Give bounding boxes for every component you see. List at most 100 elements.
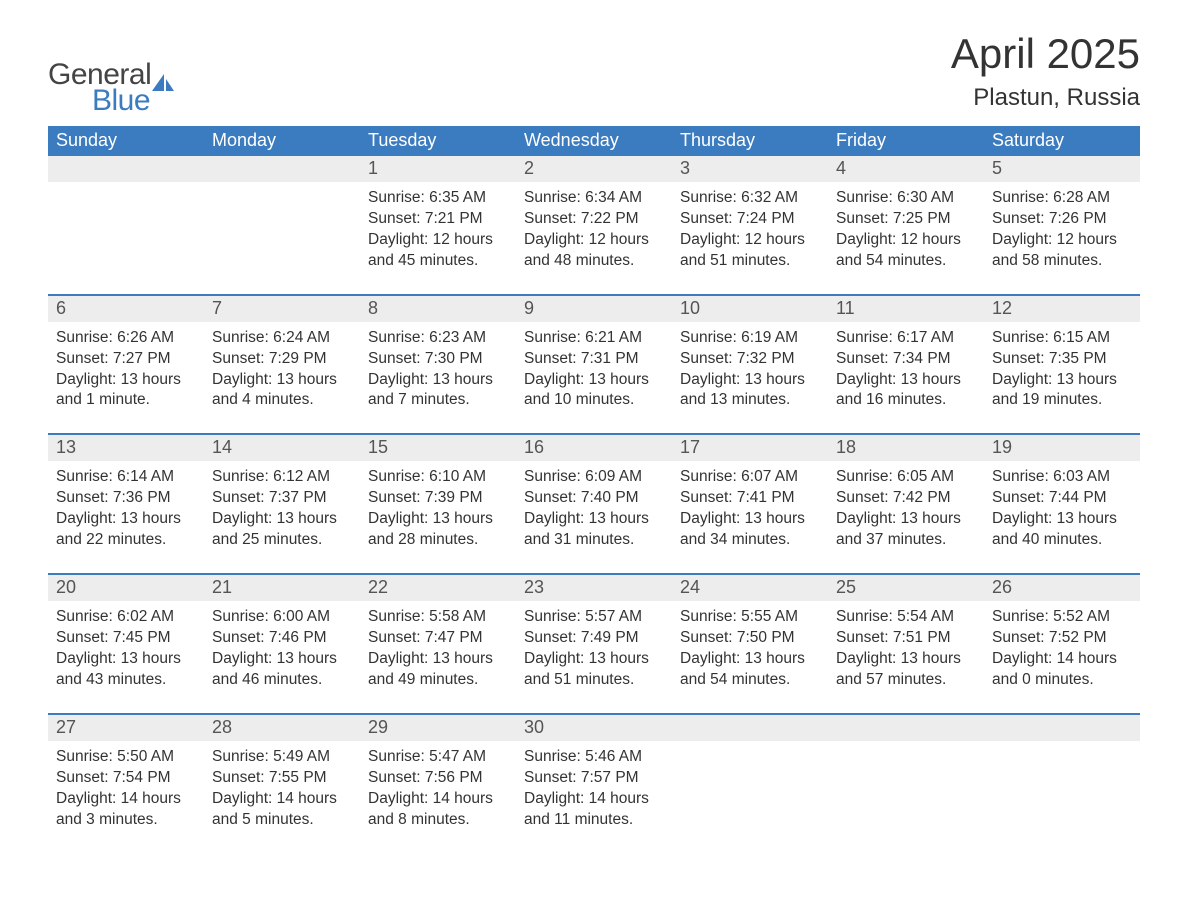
daynum-row: 20212223242526 xyxy=(48,575,1140,601)
daylight-text-line1: Daylight: 13 hours xyxy=(212,370,352,391)
weekday-tuesday: Tuesday xyxy=(360,126,516,156)
page-title: April 2025 xyxy=(951,30,1140,78)
day-cell: Sunrise: 5:58 AMSunset: 7:47 PMDaylight:… xyxy=(360,601,516,699)
daylight-text-line2: and 51 minutes. xyxy=(680,251,820,272)
daynum-row: 27282930 xyxy=(48,715,1140,741)
daynum-row: 12345 xyxy=(48,156,1140,182)
daylight-text-line2: and 49 minutes. xyxy=(368,670,508,691)
daylight-text-line1: Daylight: 13 hours xyxy=(680,370,820,391)
daylight-text-line2: and 10 minutes. xyxy=(524,390,664,411)
sunset-text: Sunset: 7:39 PM xyxy=(368,488,508,509)
sunrise-text: Sunrise: 5:57 AM xyxy=(524,607,664,628)
day-number: 23 xyxy=(516,575,672,601)
sunset-text: Sunset: 7:49 PM xyxy=(524,628,664,649)
day-number: 1 xyxy=(360,156,516,182)
daylight-text-line2: and 48 minutes. xyxy=(524,251,664,272)
sunrise-text: Sunrise: 6:14 AM xyxy=(56,467,196,488)
sunrise-text: Sunrise: 6:02 AM xyxy=(56,607,196,628)
daylight-text-line1: Daylight: 13 hours xyxy=(836,509,976,530)
day-number: 16 xyxy=(516,435,672,461)
sunset-text: Sunset: 7:56 PM xyxy=(368,768,508,789)
calendar-week: 13141516171819Sunrise: 6:14 AMSunset: 7:… xyxy=(48,433,1140,559)
daylight-text-line1: Daylight: 13 hours xyxy=(212,509,352,530)
calendar: Sunday Monday Tuesday Wednesday Thursday… xyxy=(48,126,1140,838)
sunrise-text: Sunrise: 5:49 AM xyxy=(212,747,352,768)
sunset-text: Sunset: 7:46 PM xyxy=(212,628,352,649)
sunset-text: Sunset: 7:37 PM xyxy=(212,488,352,509)
sunset-text: Sunset: 7:41 PM xyxy=(680,488,820,509)
sunset-text: Sunset: 7:22 PM xyxy=(524,209,664,230)
daylight-text-line1: Daylight: 13 hours xyxy=(836,649,976,670)
daylight-text-line2: and 4 minutes. xyxy=(212,390,352,411)
sunrise-text: Sunrise: 6:34 AM xyxy=(524,188,664,209)
sunrise-text: Sunrise: 6:26 AM xyxy=(56,328,196,349)
location-label: Plastun, Russia xyxy=(951,84,1140,112)
daylight-text-line1: Daylight: 14 hours xyxy=(992,649,1132,670)
day-cell: Sunrise: 6:34 AMSunset: 7:22 PMDaylight:… xyxy=(516,182,672,280)
daylight-text-line1: Daylight: 13 hours xyxy=(368,370,508,391)
daylight-text-line1: Daylight: 13 hours xyxy=(836,370,976,391)
day-cell: Sunrise: 6:24 AMSunset: 7:29 PMDaylight:… xyxy=(204,322,360,420)
sunrise-text: Sunrise: 5:55 AM xyxy=(680,607,820,628)
day-cell: Sunrise: 6:17 AMSunset: 7:34 PMDaylight:… xyxy=(828,322,984,420)
sunrise-text: Sunrise: 6:24 AM xyxy=(212,328,352,349)
day-cell: Sunrise: 6:15 AMSunset: 7:35 PMDaylight:… xyxy=(984,322,1140,420)
daylight-text-line2: and 57 minutes. xyxy=(836,670,976,691)
sunrise-text: Sunrise: 5:52 AM xyxy=(992,607,1132,628)
day-number: 21 xyxy=(204,575,360,601)
brand-word2: Blue xyxy=(92,84,175,118)
daynum-row: 6789101112 xyxy=(48,296,1140,322)
day-cell: Sunrise: 6:09 AMSunset: 7:40 PMDaylight:… xyxy=(516,461,672,559)
daylight-text-line2: and 7 minutes. xyxy=(368,390,508,411)
sunrise-text: Sunrise: 6:19 AM xyxy=(680,328,820,349)
daylight-text-line1: Daylight: 13 hours xyxy=(368,509,508,530)
sunset-text: Sunset: 7:40 PM xyxy=(524,488,664,509)
sunset-text: Sunset: 7:55 PM xyxy=(212,768,352,789)
daylight-text-line2: and 34 minutes. xyxy=(680,530,820,551)
daylight-text-line1: Daylight: 13 hours xyxy=(56,370,196,391)
daylight-text-line2: and 58 minutes. xyxy=(992,251,1132,272)
daylight-text-line2: and 37 minutes. xyxy=(836,530,976,551)
day-number xyxy=(204,156,360,182)
daylight-text-line1: Daylight: 12 hours xyxy=(836,230,976,251)
day-number: 24 xyxy=(672,575,828,601)
sunset-text: Sunset: 7:57 PM xyxy=(524,768,664,789)
day-cell: Sunrise: 5:54 AMSunset: 7:51 PMDaylight:… xyxy=(828,601,984,699)
sunrise-text: Sunrise: 6:03 AM xyxy=(992,467,1132,488)
daylight-text-line2: and 16 minutes. xyxy=(836,390,976,411)
sunrise-text: Sunrise: 6:28 AM xyxy=(992,188,1132,209)
day-number: 17 xyxy=(672,435,828,461)
sunset-text: Sunset: 7:42 PM xyxy=(836,488,976,509)
daylight-text-line2: and 31 minutes. xyxy=(524,530,664,551)
daylight-text-line1: Daylight: 13 hours xyxy=(680,509,820,530)
day-cell: Sunrise: 6:35 AMSunset: 7:21 PMDaylight:… xyxy=(360,182,516,280)
day-number xyxy=(828,715,984,741)
daylight-text-line1: Daylight: 12 hours xyxy=(368,230,508,251)
day-number: 10 xyxy=(672,296,828,322)
sunset-text: Sunset: 7:44 PM xyxy=(992,488,1132,509)
daylight-text-line2: and 43 minutes. xyxy=(56,670,196,691)
sunset-text: Sunset: 7:45 PM xyxy=(56,628,196,649)
day-number: 19 xyxy=(984,435,1140,461)
sunrise-text: Sunrise: 6:15 AM xyxy=(992,328,1132,349)
weekday-sunday: Sunday xyxy=(48,126,204,156)
daylight-text-line2: and 5 minutes. xyxy=(212,810,352,831)
daylight-text-line2: and 1 minute. xyxy=(56,390,196,411)
sunrise-text: Sunrise: 5:58 AM xyxy=(368,607,508,628)
daylight-text-line1: Daylight: 14 hours xyxy=(56,789,196,810)
sunset-text: Sunset: 7:35 PM xyxy=(992,349,1132,370)
weekday-saturday: Saturday xyxy=(984,126,1140,156)
daylight-text-line2: and 45 minutes. xyxy=(368,251,508,272)
calendar-week: 12345Sunrise: 6:35 AMSunset: 7:21 PMDayl… xyxy=(48,156,1140,280)
daylight-text-line2: and 40 minutes. xyxy=(992,530,1132,551)
day-cell: Sunrise: 6:02 AMSunset: 7:45 PMDaylight:… xyxy=(48,601,204,699)
sunset-text: Sunset: 7:25 PM xyxy=(836,209,976,230)
sunset-text: Sunset: 7:54 PM xyxy=(56,768,196,789)
daylight-text-line1: Daylight: 13 hours xyxy=(524,509,664,530)
weekday-thursday: Thursday xyxy=(672,126,828,156)
day-number: 7 xyxy=(204,296,360,322)
day-cell: Sunrise: 6:32 AMSunset: 7:24 PMDaylight:… xyxy=(672,182,828,280)
sunset-text: Sunset: 7:27 PM xyxy=(56,349,196,370)
day-cell xyxy=(984,741,1140,839)
day-number: 12 xyxy=(984,296,1140,322)
